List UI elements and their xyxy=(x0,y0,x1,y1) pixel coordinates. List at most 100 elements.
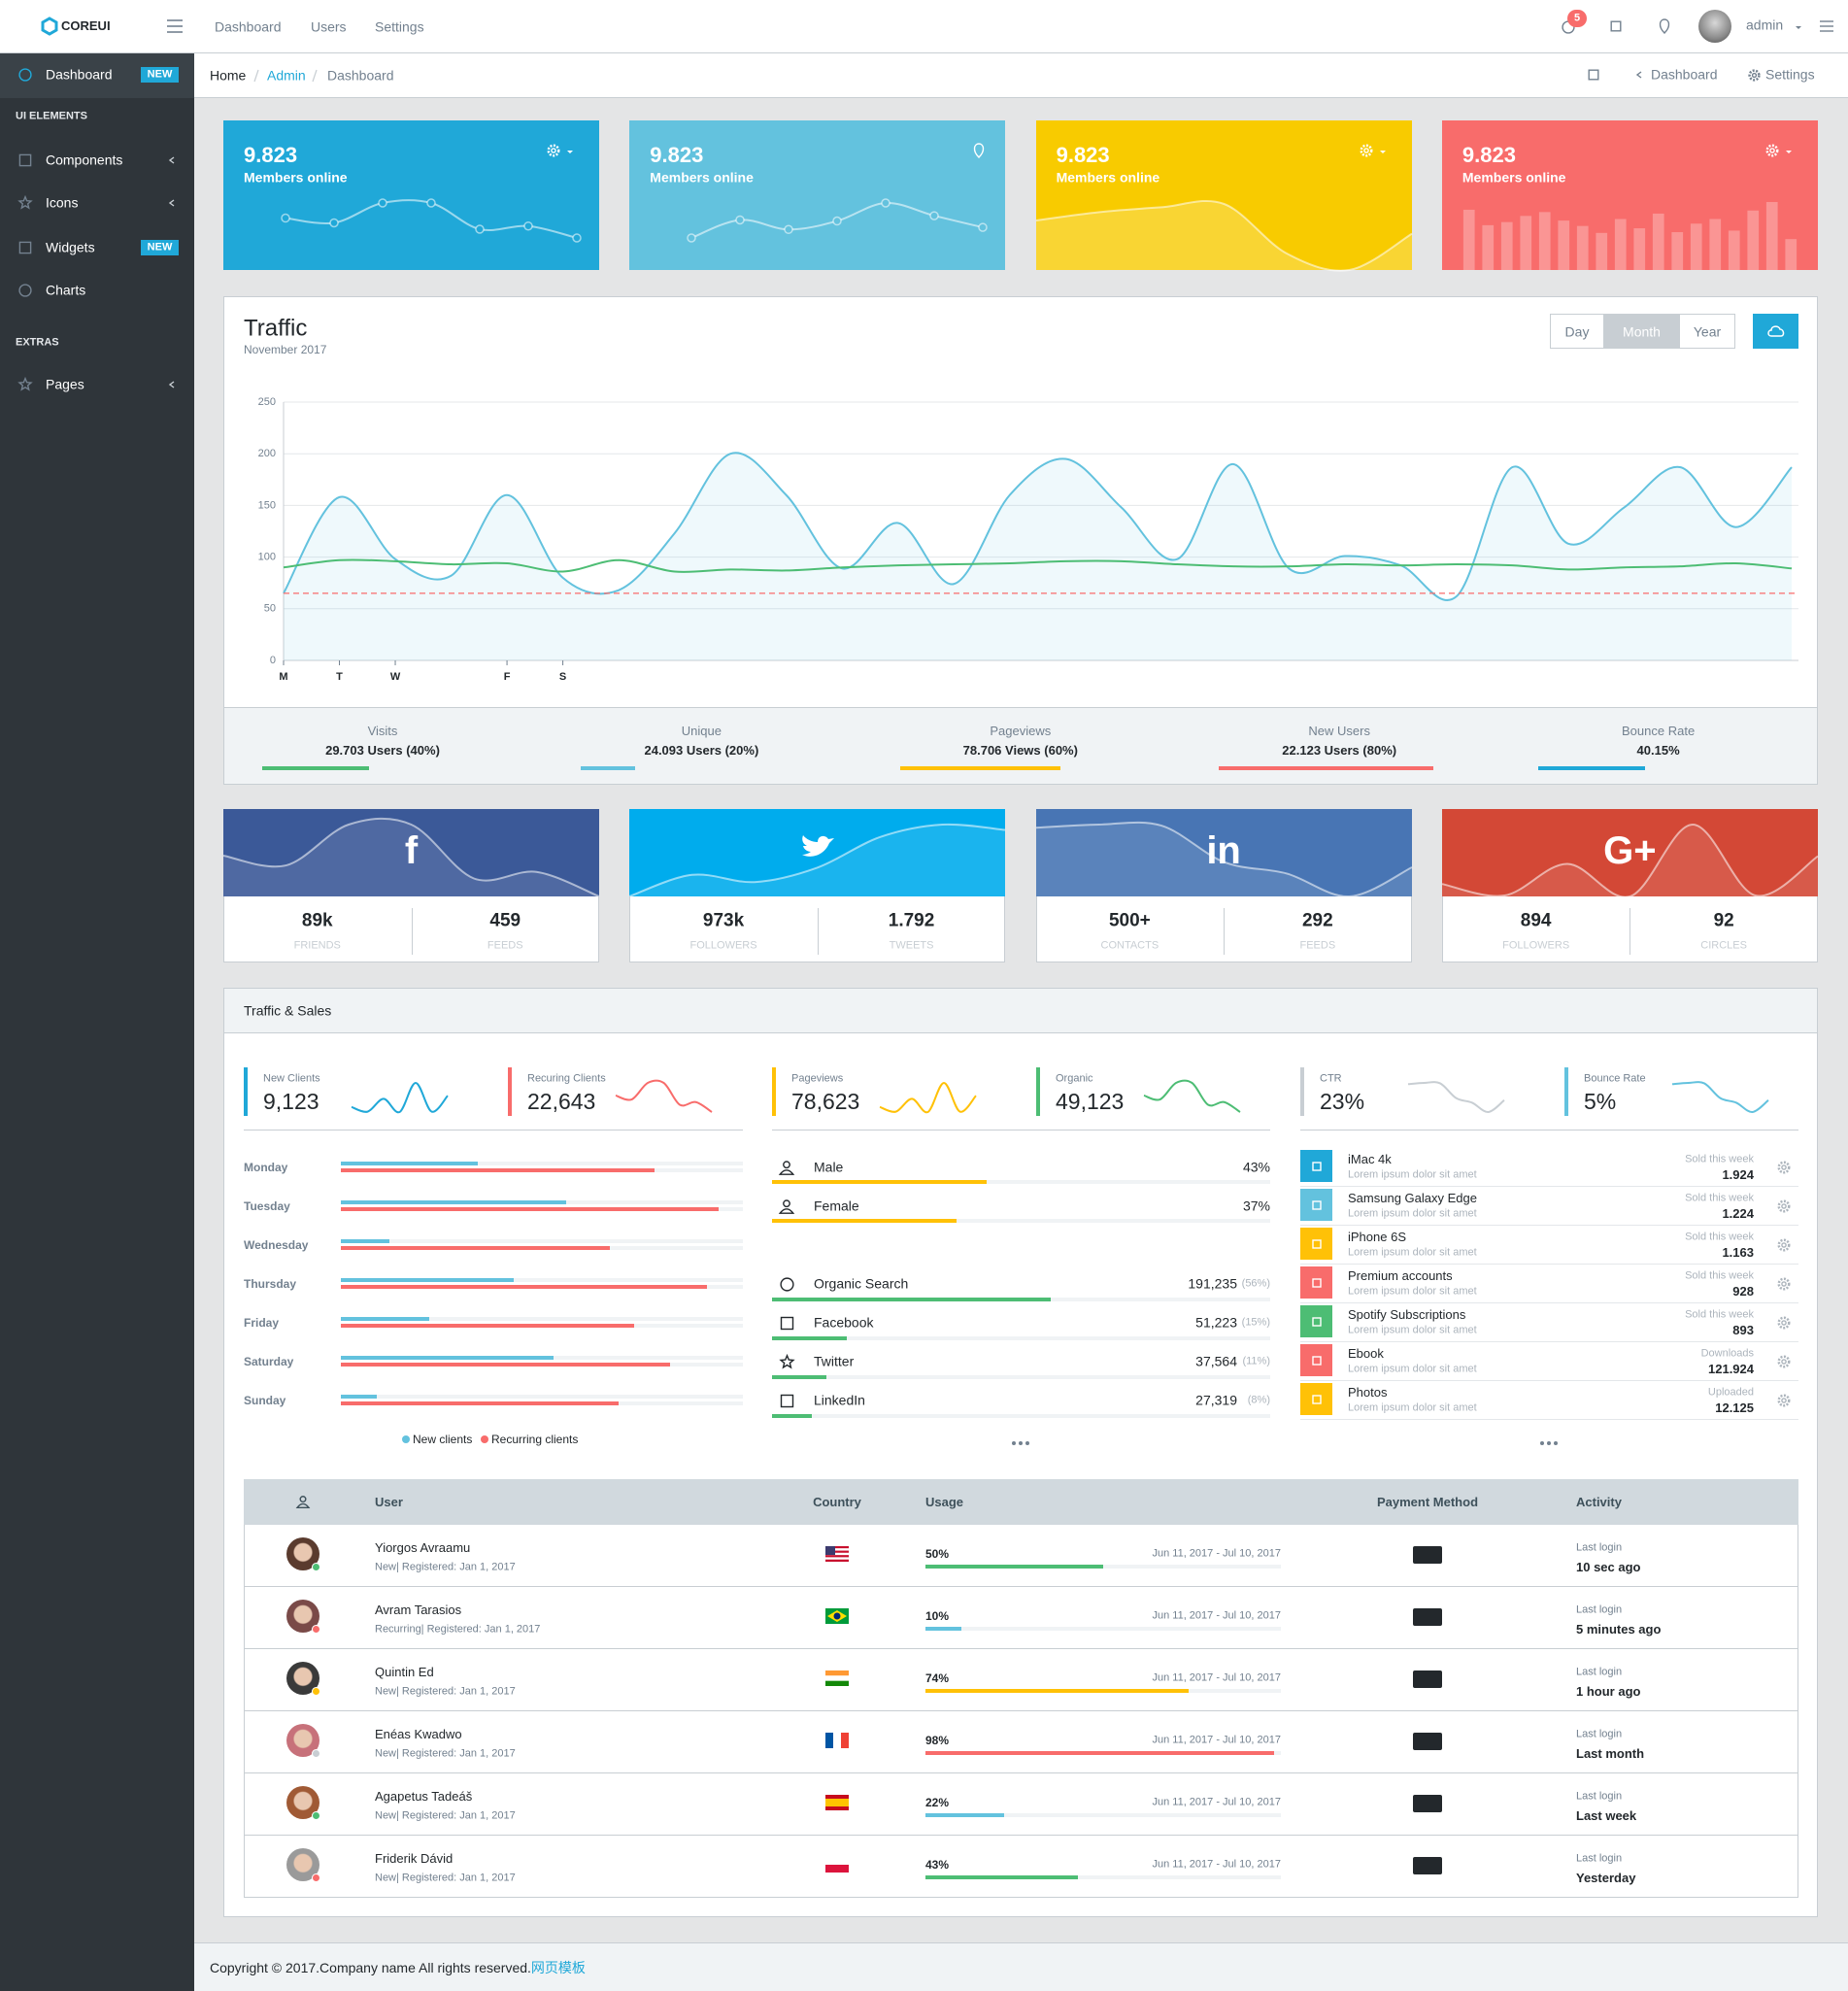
country-flag xyxy=(825,1795,849,1810)
progress-bar xyxy=(341,1401,619,1405)
weekday-label: Monday xyxy=(244,1160,288,1174)
icon-shape xyxy=(1777,1161,1791,1174)
progress-label: Visits xyxy=(367,724,398,739)
icon-shape xyxy=(551,148,556,153)
progress-track xyxy=(772,1336,1270,1340)
payment-icon xyxy=(1413,1608,1442,1626)
series-area xyxy=(284,453,1792,660)
sparkline xyxy=(281,198,582,243)
icon xyxy=(1379,151,1386,153)
sparkline-line xyxy=(1671,1081,1769,1113)
icon-shape xyxy=(547,144,560,157)
product-name: Spotify Subscriptions xyxy=(1348,1307,1466,1323)
breadcrumb-item[interactable]: Home xyxy=(210,67,247,84)
y-tick-label: 100 xyxy=(258,552,276,563)
flag-part xyxy=(825,1733,833,1748)
bar xyxy=(1576,225,1589,270)
gender-value: 43% xyxy=(1242,1159,1270,1175)
usage-value: 22% xyxy=(925,1795,950,1809)
sparkline xyxy=(351,1081,449,1114)
icon xyxy=(18,153,32,167)
row-divider xyxy=(244,1835,1798,1836)
icon-shape xyxy=(783,1161,790,1169)
icon-shape xyxy=(1781,1203,1787,1209)
social-stat-value: 894 xyxy=(1520,910,1552,931)
icon-shape xyxy=(1781,1281,1787,1287)
sidebar-link[interactable]: Icons xyxy=(46,194,79,211)
flag-part xyxy=(841,1733,849,1748)
breadcrumb-action[interactable]: Settings xyxy=(1765,66,1815,83)
sparkline-point xyxy=(426,198,436,208)
period-button[interactable] xyxy=(1679,314,1735,349)
icon xyxy=(1777,1355,1791,1368)
weekday-label: Tuesday xyxy=(244,1198,290,1213)
icon xyxy=(1777,1161,1791,1174)
sidebar-link[interactable]: Charts xyxy=(46,282,86,298)
breadcrumb-item[interactable]: Admin xyxy=(267,67,306,84)
sparkline-point xyxy=(687,233,697,243)
icon xyxy=(1796,26,1801,29)
period-button-label[interactable]: Month xyxy=(1623,323,1661,340)
period-button[interactable] xyxy=(1550,314,1604,349)
social-icon xyxy=(801,835,834,857)
breadcrumb-action[interactable]: Dashboard xyxy=(1651,66,1718,83)
separator-line xyxy=(312,69,318,83)
sidebar-section-title: EXTRAS xyxy=(16,336,59,349)
icon xyxy=(1610,20,1622,32)
usage-period: Jun 11, 2017 - Jul 10, 2017 xyxy=(1152,1671,1281,1684)
product-name: Samsung Galaxy Edge xyxy=(1348,1191,1477,1206)
period-button[interactable] xyxy=(1604,314,1679,349)
sparkline-line xyxy=(351,1081,449,1114)
country-flag xyxy=(825,1608,849,1624)
icon-shape xyxy=(567,151,573,153)
x-tick-label: W xyxy=(390,671,401,683)
sparkline-area xyxy=(1035,822,1412,897)
flag-part xyxy=(825,1670,849,1676)
table-header-cell: Usage xyxy=(925,1495,964,1510)
x-tick-label: M xyxy=(279,671,287,683)
social-stat-label: FOLLOWERS xyxy=(1502,939,1570,952)
download-button[interactable] xyxy=(1753,314,1798,349)
bar xyxy=(1462,209,1475,270)
sidebar-link[interactable]: Components xyxy=(46,152,123,168)
row-divider xyxy=(244,1772,1798,1773)
country-flag xyxy=(825,1546,849,1562)
nav-link[interactable]: Dashboard xyxy=(215,18,282,35)
icon-shape xyxy=(778,1169,795,1175)
sparkline-line xyxy=(1035,200,1413,272)
user-meta: New| Registered: Jan 1, 2017 xyxy=(375,1561,516,1573)
sidebar-section-title: UI ELEMENTS xyxy=(16,110,87,122)
period-button-label[interactable]: Day xyxy=(1564,323,1590,340)
breadcrumb-bar xyxy=(194,53,1848,98)
avatar-status xyxy=(312,1749,320,1758)
card-subtitle: November 2017 xyxy=(244,342,327,356)
icon xyxy=(974,143,985,158)
sparkline-line xyxy=(628,823,1006,897)
sparkline xyxy=(222,817,600,897)
nav-link[interactable]: Users xyxy=(311,18,347,35)
progress-bar xyxy=(1537,766,1645,770)
sidebar-link[interactable]: Widgets xyxy=(46,239,95,255)
icon xyxy=(1785,151,1792,153)
login-value: Yesterday xyxy=(1576,1871,1636,1886)
y-tick-label: 200 xyxy=(258,448,276,459)
sidebar-link[interactable]: Pages xyxy=(46,376,84,392)
card-title: Traffic xyxy=(244,315,308,342)
icon-shape xyxy=(1781,1242,1787,1248)
progress-bar xyxy=(925,1627,961,1631)
user-name-cell: Yiorgos Avraamu xyxy=(375,1540,471,1556)
footer-link[interactable]: 网页模板 xyxy=(530,1960,586,1975)
sparkline xyxy=(1671,1081,1769,1113)
sparkline xyxy=(1143,1079,1241,1113)
sparkline xyxy=(628,823,1006,897)
sparkline-point xyxy=(881,198,891,208)
product-desc: Lorem ipsum dolor sit amet xyxy=(1348,1285,1477,1298)
bar xyxy=(1709,219,1721,270)
period-button-label[interactable]: Year xyxy=(1693,323,1722,340)
aside-toggle xyxy=(1820,20,1833,32)
sidebar xyxy=(0,53,194,1991)
sidebar-link[interactable]: Dashboard xyxy=(46,66,113,83)
user-name[interactable]: admin xyxy=(1746,17,1784,33)
icon-shape xyxy=(1781,1359,1787,1365)
nav-link[interactable]: Settings xyxy=(375,18,424,35)
